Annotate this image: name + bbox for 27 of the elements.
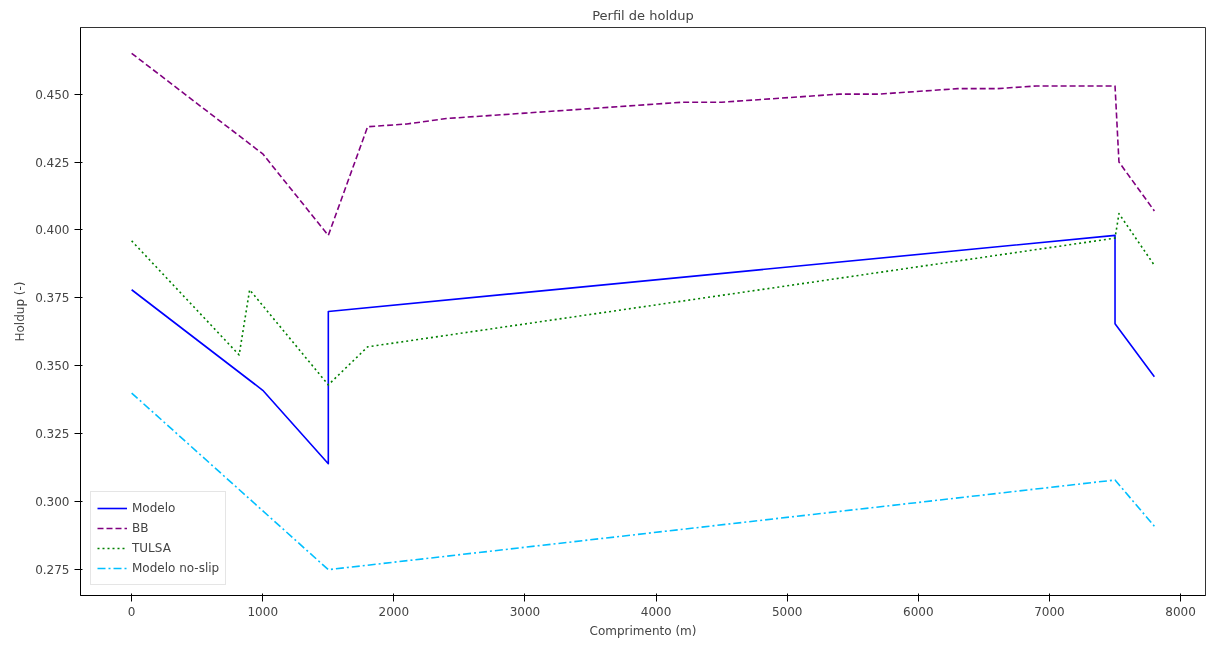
legend-label: Modelo bbox=[132, 501, 176, 515]
legend-label: Modelo no-slip bbox=[132, 561, 220, 575]
legend-label: TULSA bbox=[132, 541, 171, 555]
line-series bbox=[130, 234, 1156, 465]
chart-title: Perfil de holdup bbox=[592, 7, 694, 23]
y-tick-label: 0.450 bbox=[35, 87, 70, 102]
x-tick-label: 4000 bbox=[640, 604, 672, 619]
x-tick-label: 2000 bbox=[378, 604, 410, 619]
x-tick-label: 1000 bbox=[247, 604, 279, 619]
y-tick-label: 0.425 bbox=[35, 155, 70, 170]
x-axis-title: Comprimento (m) bbox=[589, 623, 697, 638]
x-tick-label: 7000 bbox=[1034, 604, 1065, 619]
x-tick-label: 5000 bbox=[771, 604, 803, 619]
y-tick-label: 0.375 bbox=[35, 291, 70, 306]
legend-label: BB bbox=[132, 521, 150, 535]
x-tick-label: 6000 bbox=[903, 604, 934, 619]
y-tick-label: 0.325 bbox=[35, 427, 70, 442]
y-tick-label: 0.275 bbox=[35, 563, 70, 578]
x-tick-label: 8000 bbox=[1165, 604, 1196, 619]
x-tick-label: 0 bbox=[127, 604, 136, 619]
line-series bbox=[130, 52, 1156, 237]
y-tick-label: 0.400 bbox=[35, 223, 70, 238]
line-series bbox=[130, 212, 1156, 386]
x-tick-label: 3000 bbox=[509, 604, 541, 619]
y-axis-title: Holdup (-) bbox=[13, 281, 28, 342]
y-tick-label: 0.350 bbox=[35, 359, 70, 374]
y-tick-label: 0.300 bbox=[35, 495, 70, 510]
